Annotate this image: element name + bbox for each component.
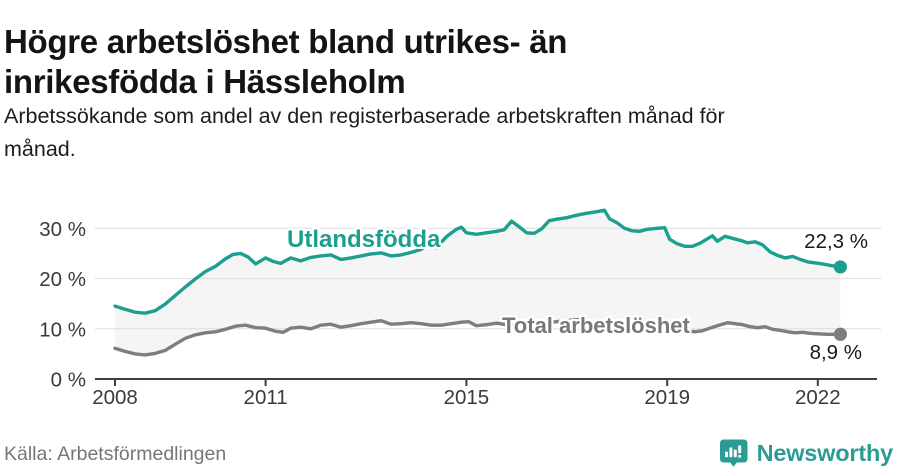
source-credit: Källa: Arbetsförmedlingen	[4, 443, 227, 465]
x-axis-tick-label: 2008	[92, 386, 138, 409]
y-axis-tick-label: 20 %	[39, 268, 86, 291]
series-line-total	[113, 318, 843, 357]
title-line-1: Högre arbetslöshet bland utrikes- än	[4, 23, 568, 61]
x-axis-tick-label: 2015	[444, 386, 490, 409]
end-dot-utlandsfodda	[833, 260, 847, 274]
newsworthy-logo: Newsworthy	[718, 438, 893, 469]
subtitle-line-1: Arbetssökande som andel av den registerb…	[4, 104, 725, 128]
y-axis-tick-label: 30 %	[39, 218, 86, 241]
y-axis-tick-label: 0 %	[51, 369, 86, 392]
x-axis-tick-label: 2022	[795, 386, 841, 409]
page-title: Högre arbetslöshet bland utrikes- än inri…	[4, 22, 804, 102]
subtitle-line-2: månad.	[4, 137, 76, 161]
series-line-utlandsfodda	[113, 208, 843, 315]
x-axis-tick-label: 2011	[244, 386, 288, 409]
x-axis-tick-label: 2019	[644, 386, 690, 409]
y-axis-tick-label: 10 %	[39, 318, 86, 341]
end-dot-total	[833, 327, 847, 341]
title-line-2: inrikesfödda i Hässleholm	[4, 63, 406, 101]
area-between-series	[115, 210, 841, 355]
chart-subtitle: Arbetssökande som andel av den registerb…	[4, 100, 884, 166]
bar-chart-bubble-icon	[718, 438, 749, 469]
end-value-label-total: 8,9 %	[809, 341, 862, 364]
brand-wordmark: Newsworthy	[756, 440, 894, 466]
end-value-label-utlandsfodda: 22,3 %	[804, 230, 868, 253]
series-label-utlandsfodda: Utlandsfödda	[287, 226, 441, 253]
series-label-total-arbetsloshet: Total arbetslöshet	[502, 313, 690, 338]
